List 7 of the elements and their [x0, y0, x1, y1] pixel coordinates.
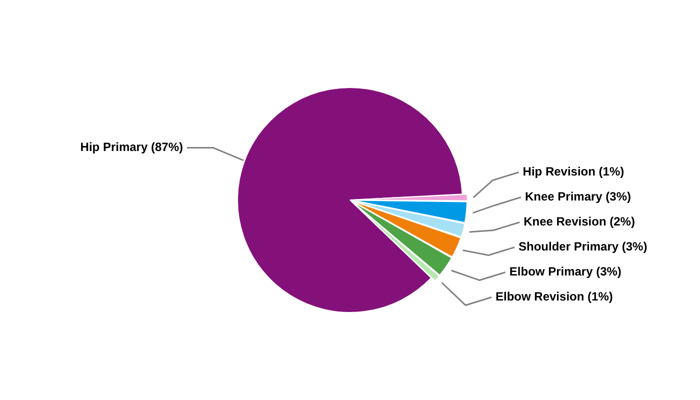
slice-label: Hip Primary (87%): [80, 140, 183, 154]
slice-label: Elbow Revision (1%): [496, 290, 613, 304]
slice-label: Elbow Primary (3%): [509, 264, 622, 279]
slice-label: Knee Primary (3%): [524, 190, 632, 204]
slice-label: Shoulder Primary (3%): [518, 240, 648, 254]
slice-label: Knee Revision (2%): [524, 214, 635, 229]
slice-label: Hip Revision (1%): [522, 164, 624, 179]
